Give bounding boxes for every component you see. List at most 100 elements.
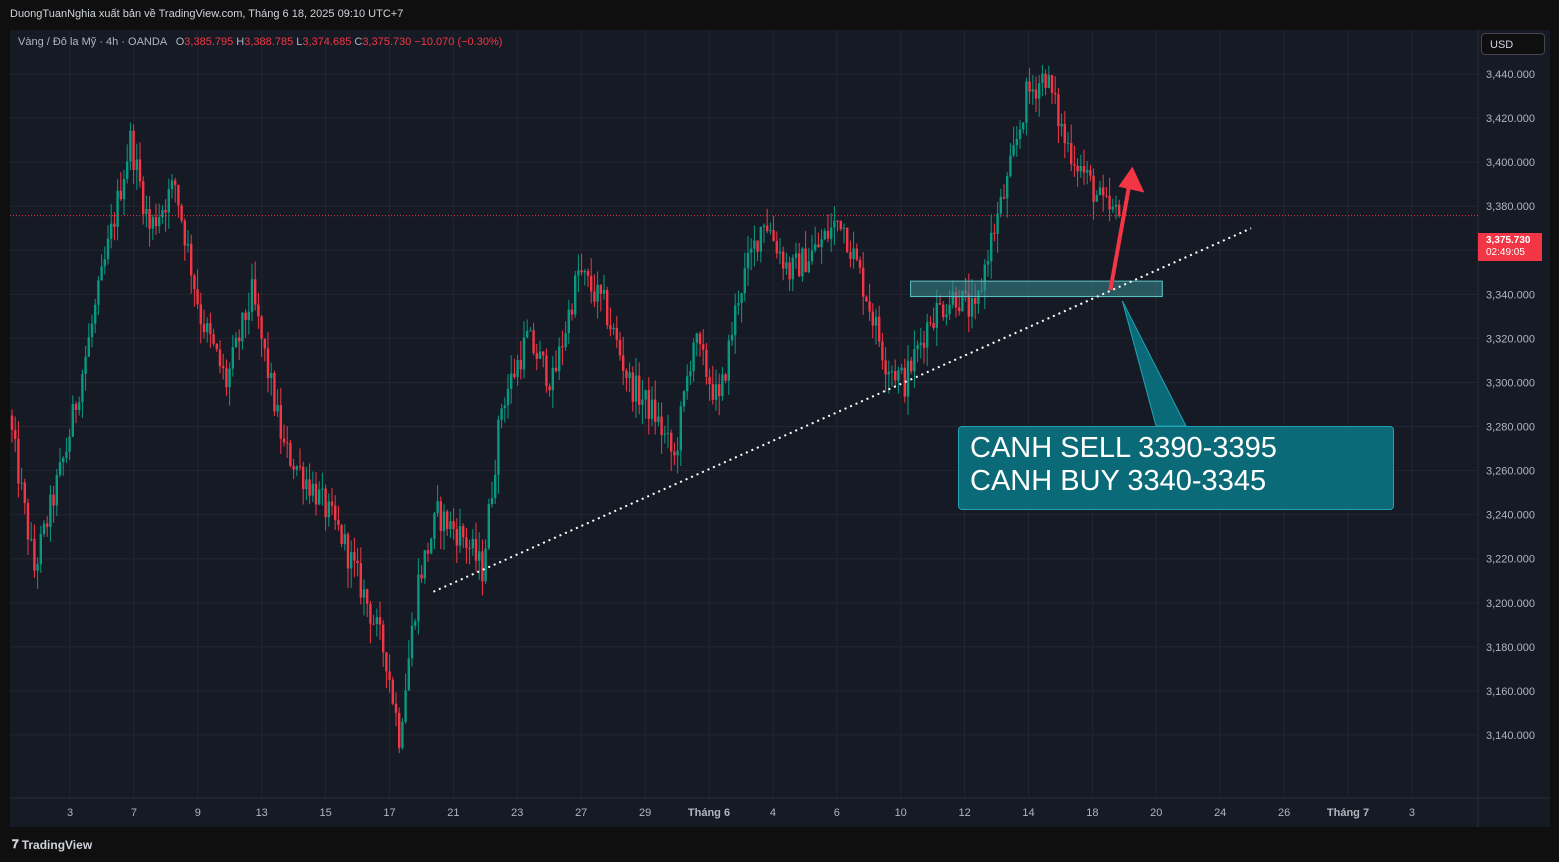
candle-body	[241, 312, 244, 342]
candle-body	[324, 488, 327, 518]
candle-body	[698, 333, 702, 345]
candle-body	[1089, 169, 1092, 176]
candle-body	[113, 223, 116, 227]
candle-body	[804, 248, 807, 273]
price-tick-label: 3,220.000	[1486, 554, 1535, 566]
currency-button[interactable]: USD	[1481, 33, 1545, 55]
candle-body	[852, 248, 855, 259]
candle-body	[1015, 138, 1018, 146]
candle-body	[660, 416, 663, 435]
candle-body	[762, 225, 766, 228]
candle-body	[638, 375, 641, 405]
candle-body	[513, 373, 516, 378]
candle-body	[410, 625, 414, 659]
candle-body	[1031, 89, 1034, 92]
candle-body	[340, 524, 343, 545]
candlestick-chart[interactable]: 3,140.000 3,160.000 3,180.000 3,200.000 3,22…	[10, 30, 1550, 827]
candle-body	[186, 243, 190, 246]
time-tick-label: 6	[834, 807, 840, 819]
candle-body	[202, 324, 206, 333]
candle-body	[650, 399, 654, 419]
candle-body	[942, 304, 945, 318]
candle-body	[426, 550, 430, 554]
candle-body	[522, 337, 526, 370]
time-tick-label: Tháng 7	[1327, 807, 1369, 819]
candle-body	[810, 250, 814, 262]
candle-body	[906, 360, 910, 397]
time-tick-label: 7	[131, 807, 137, 819]
candle-body	[785, 262, 788, 269]
time-tick-label: 27	[575, 807, 587, 819]
time-tick-label: 9	[195, 807, 201, 819]
candle-body	[657, 416, 660, 422]
price-tick-label: 3,300.000	[1486, 377, 1535, 389]
candle-body	[97, 280, 100, 305]
candle-body	[474, 538, 478, 561]
candle-body	[167, 189, 170, 213]
candle-body	[689, 371, 692, 377]
candle-body	[263, 338, 266, 349]
candle-body	[228, 368, 231, 388]
candle-body	[782, 251, 785, 269]
candle-body	[791, 257, 794, 280]
footer-bar	[0, 828, 1559, 862]
candle-body	[356, 560, 359, 564]
red-arrow-head	[1118, 166, 1145, 193]
candle-body	[938, 302, 942, 305]
bar-countdown: 02:49:05	[1486, 247, 1525, 258]
candle-body	[234, 337, 238, 348]
candle-body	[68, 436, 71, 452]
candle-body	[682, 391, 686, 407]
candle-body	[398, 712, 401, 748]
candle-body	[993, 232, 996, 234]
candle-body	[231, 347, 234, 369]
candle-body	[1102, 187, 1105, 196]
candle-body	[737, 303, 740, 306]
candle-body	[590, 275, 593, 292]
candle-body	[961, 290, 964, 312]
time-tick-label: 29	[639, 807, 651, 819]
candle-body	[23, 482, 26, 503]
candle-body	[282, 438, 286, 443]
candle-body	[330, 501, 334, 506]
ohlc-legend: Vàng / Đô la Mỹ · 4h · OANDA O3,385.795 …	[18, 36, 502, 48]
price-tick-label: 3,320.000	[1486, 333, 1535, 345]
candle-body	[705, 349, 708, 377]
candle-body	[1038, 83, 1041, 99]
price-tick-label: 3,140.000	[1486, 730, 1535, 742]
candle-body	[1060, 123, 1063, 127]
candle-body	[663, 433, 666, 435]
buy-zone-rect	[910, 280, 1163, 298]
tradingview-logo[interactable]: 𝟕 TradingView	[12, 837, 92, 852]
candle-body	[49, 494, 52, 527]
candle-body	[900, 367, 903, 371]
candle-body	[39, 534, 42, 565]
trade-annotation[interactable]: CANH SELL 3390-3395 CANH BUY 3340-3345	[958, 426, 1394, 510]
candle-body	[1105, 195, 1108, 197]
candle-body	[558, 346, 561, 372]
candle-body	[206, 323, 209, 333]
candle-body	[686, 376, 689, 392]
candle-body	[222, 366, 225, 369]
close-label: C	[354, 36, 363, 48]
candle-body	[1044, 73, 1047, 88]
candle-body	[62, 457, 65, 463]
candle-body	[951, 292, 954, 305]
candle-body	[666, 432, 670, 434]
time-tick-label: 20	[1150, 807, 1162, 819]
candle-body	[516, 360, 519, 378]
candle-body	[238, 337, 241, 342]
candle-body	[897, 370, 900, 381]
time-tick-label: 24	[1214, 807, 1226, 819]
candle-body	[826, 230, 830, 239]
candle-body	[442, 511, 446, 531]
time-tick-label: 23	[511, 807, 523, 819]
candle-body	[922, 342, 926, 348]
candle-body	[458, 525, 462, 546]
candle-body	[1082, 165, 1086, 173]
candle-body	[602, 290, 606, 294]
candle-body	[625, 370, 628, 379]
price-tick-label: 3,340.000	[1486, 289, 1535, 301]
annotation-pointer	[1121, 300, 1187, 427]
candle-body	[817, 244, 820, 248]
